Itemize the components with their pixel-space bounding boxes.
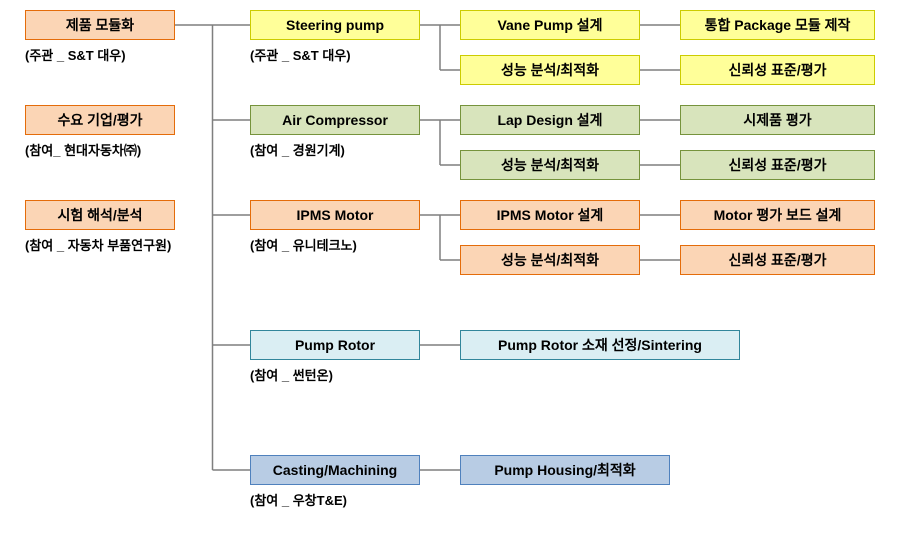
- col2-caption-1: (참여 _ 경원기계): [250, 140, 345, 159]
- col3-air-0: Lap Design 설계: [460, 105, 640, 135]
- col2-box-4: Casting/Machining: [250, 455, 420, 485]
- col4-air-1: 신뢰성 표준/평가: [680, 150, 875, 180]
- col3-steering-0: Vane Pump 설계: [460, 10, 640, 40]
- col2-box-0: Steering pump: [250, 10, 420, 40]
- col2-box-1: Air Compressor: [250, 105, 420, 135]
- col3-steering-1: 성능 분석/최적화: [460, 55, 640, 85]
- col4-ipms-1: 신뢰성 표준/평가: [680, 245, 875, 275]
- col2-caption-3: (참여 _ 썬턴온): [250, 365, 333, 384]
- col1-caption-2: (참여 _ 자동차 부품연구원): [25, 235, 171, 254]
- col2-caption-0: (주관 _ S&T 대우): [250, 45, 351, 64]
- col1-box-1: 수요 기업/평가: [25, 105, 175, 135]
- col2-box-3: Pump Rotor: [250, 330, 420, 360]
- col3-ipms-0: IPMS Motor 설계: [460, 200, 640, 230]
- col3-rotor-0: Pump Rotor 소재 선정/Sintering: [460, 330, 740, 360]
- col4-steering-1: 신뢰성 표준/평가: [680, 55, 875, 85]
- col2-box-2: IPMS Motor: [250, 200, 420, 230]
- col4-steering-0: 통합 Package 모듈 제작: [680, 10, 875, 40]
- col2-caption-4: (참여 _ 우창T&E): [250, 490, 347, 509]
- col1-box-2: 시험 해석/분석: [25, 200, 175, 230]
- col3-casting-0: Pump Housing/최적화: [460, 455, 670, 485]
- col4-air-0: 시제품 평가: [680, 105, 875, 135]
- col2-caption-2: (참여 _ 유니테크노): [250, 235, 357, 254]
- col1-box-0: 제품 모듈화: [25, 10, 175, 40]
- col1-caption-0: (주관 _ S&T 대우): [25, 45, 126, 64]
- col1-caption-1: (참여_ 현대자동차㈜): [25, 140, 141, 159]
- col4-ipms-0: Motor 평가 보드 설계: [680, 200, 875, 230]
- col3-air-1: 성능 분석/최적화: [460, 150, 640, 180]
- col3-ipms-1: 성능 분석/최적화: [460, 245, 640, 275]
